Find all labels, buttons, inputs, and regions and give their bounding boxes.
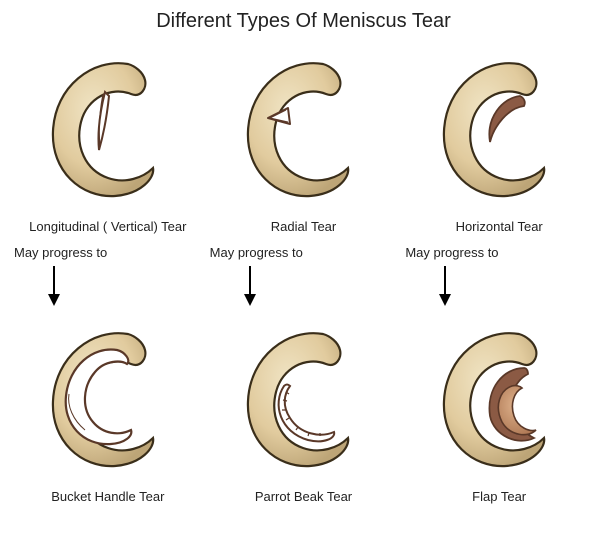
meniscus-bucket: [33, 316, 183, 476]
progress-col-2: May progress to: [206, 245, 402, 308]
arrow-down-icon: [405, 264, 485, 308]
caption-horizontal: Horizontal Tear: [456, 219, 543, 234]
arrow-down-icon: [210, 264, 290, 308]
meniscus-flap: [424, 316, 574, 476]
caption-bucket: Bucket Handle Tear: [51, 489, 164, 504]
caption-radial: Radial Tear: [271, 219, 337, 234]
progress-col-1: May progress to: [10, 245, 206, 308]
meniscus-longitudinal: [33, 46, 183, 206]
caption-flap: Flap Tear: [472, 489, 526, 504]
caption-longitudinal: Longitudinal ( Vertical) Tear: [29, 219, 186, 234]
progress-label: May progress to: [210, 245, 303, 260]
diagram-title: Different Types Of Meniscus Tear: [0, 0, 607, 41]
progress-label: May progress to: [14, 245, 107, 260]
arrow-down-icon: [14, 264, 94, 308]
meniscus-horizontal: [424, 46, 574, 206]
caption-parrot: Parrot Beak Tear: [255, 489, 352, 504]
progress-label: May progress to: [405, 245, 498, 260]
progress-col-3: May progress to: [401, 245, 597, 308]
meniscus-radial: [228, 46, 378, 206]
diagram-grid: Longitudinal ( Vertical) Tear Radial Tea…: [0, 41, 607, 511]
meniscus-parrot: [228, 316, 378, 476]
